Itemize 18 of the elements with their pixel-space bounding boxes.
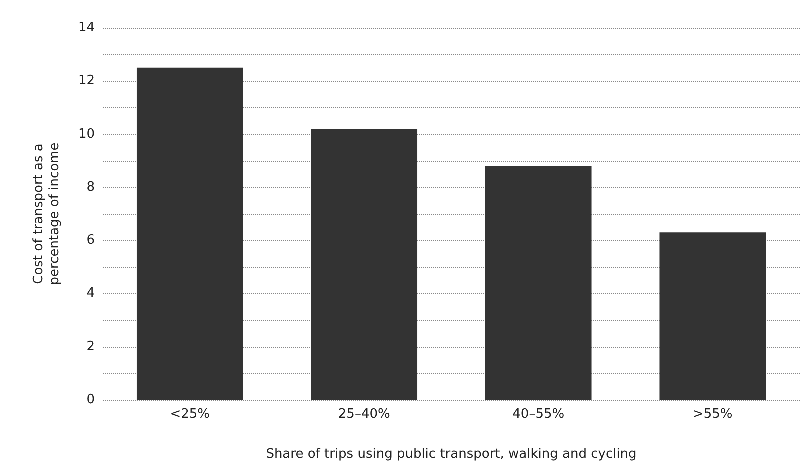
y-tick-label: 0: [86, 392, 95, 408]
y-tick-label: 2: [86, 339, 95, 354]
y-axis-title: Cost of transport as a percentage of income: [32, 142, 62, 286]
y-tick-label: 14: [78, 20, 95, 36]
y-tick-label: 12: [78, 74, 95, 89]
x-tick-label: >55%: [692, 407, 733, 422]
y-tick-label: 10: [78, 126, 95, 142]
bar: [311, 128, 418, 400]
x-axis-title: Share of trips using public transport, walking and cycling: [266, 447, 637, 462]
bar: [485, 166, 592, 400]
x-tick-label: 25–40%: [338, 407, 390, 422]
y-tick-label: 8: [86, 180, 95, 195]
y-tick-label: 6: [86, 233, 95, 248]
x-tick-label: 40–55%: [512, 407, 565, 422]
bar: [136, 68, 244, 400]
y-tick-label: 4: [86, 286, 95, 302]
x-tick-label: <25%: [170, 407, 210, 422]
bar: [660, 232, 766, 400]
